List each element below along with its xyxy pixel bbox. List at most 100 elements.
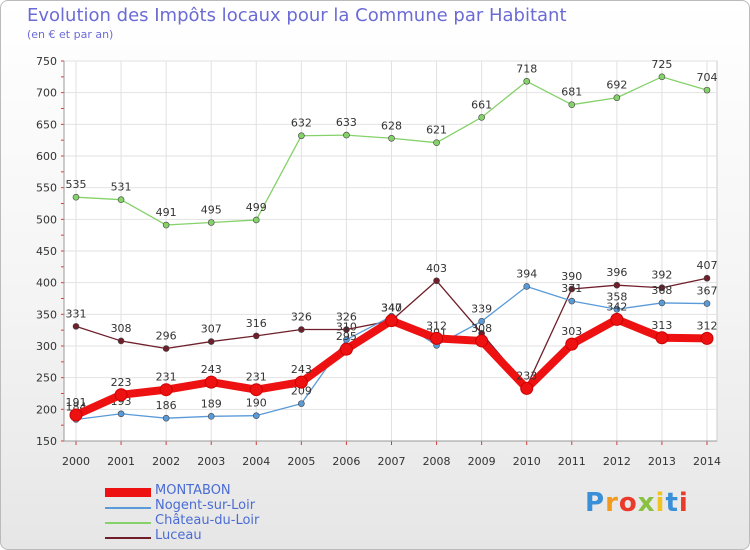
- legend-label-luceau: Luceau: [155, 528, 202, 543]
- data-point-ch-teau-du-loir: [523, 77, 531, 85]
- y-tick-label: 250: [36, 372, 57, 385]
- data-label-ch-teau-du-loir: 692: [606, 79, 627, 92]
- data-label-montabon: 295: [336, 330, 357, 343]
- legend-swatch-chateau: [105, 522, 151, 524]
- data-label-ch-teau-du-loir: 531: [111, 181, 132, 194]
- data-label-montabon: 231: [246, 371, 267, 384]
- data-label-ch-teau-du-loir: 725: [651, 58, 672, 71]
- data-point-montabon: [204, 375, 218, 389]
- data-point-luceau: [117, 337, 125, 345]
- data-point-ch-teau-du-loir: [568, 101, 576, 108]
- data-point-nogent-sur-loir: [207, 412, 215, 420]
- data-label-ch-teau-du-loir: 495: [201, 204, 222, 217]
- y-tick-label: 500: [36, 213, 57, 226]
- data-label-ch-teau-du-loir: 704: [697, 71, 718, 84]
- logo-letter: P: [585, 488, 606, 518]
- data-label-luceau: 407: [697, 259, 718, 272]
- data-label-luceau: 331: [66, 307, 87, 320]
- x-tick-label: 2001: [107, 455, 135, 468]
- data-point-ch-teau-du-loir: [162, 221, 170, 229]
- data-label-luceau: 326: [291, 311, 312, 324]
- y-tick-label: 600: [36, 150, 57, 163]
- data-point-ch-teau-du-loir: [478, 114, 485, 121]
- data-point-nogent-sur-loir: [117, 410, 125, 418]
- x-tick-label: 2014: [693, 455, 721, 468]
- data-label-nogent-sur-loir: 209: [291, 385, 312, 398]
- data-label-nogent-sur-loir: 310: [336, 321, 357, 334]
- data-label-luceau: 390: [561, 270, 582, 283]
- data-point-montabon: [520, 381, 534, 395]
- y-tick-label: 350: [36, 308, 57, 321]
- x-tick-label: 2012: [603, 455, 631, 468]
- data-label-nogent-sur-loir: 371: [561, 282, 582, 295]
- x-tick-label: 2011: [558, 455, 586, 468]
- legend-label-chateau: Château-du-Loir: [155, 513, 260, 528]
- y-tick-label: 700: [36, 87, 57, 100]
- data-point-luceau: [433, 277, 440, 285]
- data-label-ch-teau-du-loir: 681: [561, 86, 582, 99]
- data-point-luceau: [343, 326, 350, 333]
- x-tick-label: 2009: [468, 455, 496, 468]
- data-point-nogent-sur-loir: [703, 300, 711, 307]
- legend-label-montabon: MONTABON: [155, 483, 231, 498]
- data-label-ch-teau-du-loir: 632: [291, 117, 312, 130]
- data-label-nogent-sur-loir: 367: [697, 285, 718, 298]
- data-point-luceau: [162, 345, 170, 352]
- data-point-ch-teau-du-loir: [207, 219, 215, 226]
- data-label-luceau: 316: [246, 317, 267, 330]
- data-label-ch-teau-du-loir: 621: [426, 124, 447, 137]
- data-point-luceau: [568, 285, 576, 293]
- data-label-montabon: 231: [156, 371, 177, 384]
- data-point-montabon: [159, 383, 173, 397]
- y-tick-label: 300: [36, 340, 57, 353]
- data-label-luceau: 296: [156, 330, 177, 343]
- legend-label-nogent: Nogent-sur-Loir: [155, 498, 256, 513]
- data-label-ch-teau-du-loir: 491: [156, 206, 177, 219]
- data-point-montabon: [339, 342, 353, 356]
- data-point-montabon: [430, 331, 444, 345]
- data-point-nogent-sur-loir: [523, 283, 531, 290]
- data-point-ch-teau-du-loir: [433, 139, 440, 146]
- data-point-montabon: [294, 375, 308, 389]
- data-point-montabon: [475, 334, 489, 348]
- data-point-montabon: [700, 331, 714, 345]
- data-point-ch-teau-du-loir: [703, 86, 711, 94]
- logo-letter: x: [637, 488, 656, 518]
- data-label-nogent-sur-loir: 368: [651, 284, 672, 297]
- y-tick-label: 400: [36, 277, 57, 290]
- data-point-nogent-sur-loir: [478, 317, 485, 325]
- data-label-nogent-sur-loir: 190: [246, 397, 267, 410]
- data-label-luceau: 396: [606, 266, 627, 279]
- data-point-luceau: [207, 338, 215, 345]
- data-point-nogent-sur-loir: [298, 400, 305, 407]
- data-label-montabon: 340: [381, 302, 402, 315]
- y-tick-label: 550: [36, 182, 57, 195]
- data-point-ch-teau-du-loir: [613, 94, 621, 102]
- x-tick-label: 2005: [287, 455, 315, 468]
- y-tick-label: 650: [36, 118, 57, 131]
- data-label-montabon: 233: [516, 369, 537, 382]
- logo-letter: i: [678, 488, 689, 518]
- data-point-montabon: [565, 337, 579, 351]
- logo-letter: o: [618, 488, 638, 518]
- data-label-montabon: 313: [651, 319, 672, 332]
- data-point-luceau: [298, 326, 305, 333]
- data-point-ch-teau-du-loir: [72, 193, 80, 201]
- y-tick-label: 200: [36, 403, 57, 416]
- data-point-montabon: [385, 314, 398, 328]
- x-tick-label: 2006: [332, 455, 360, 468]
- data-label-ch-teau-du-loir: 633: [336, 116, 357, 129]
- chart-subtitle: (en € et par an): [27, 28, 114, 41]
- logo-letter: r: [605, 488, 619, 518]
- data-label-luceau: 326: [336, 311, 357, 324]
- data-point-montabon: [655, 331, 669, 345]
- logo-letter: i: [655, 488, 666, 518]
- data-label-nogent-sur-loir: 189: [201, 397, 222, 410]
- data-point-ch-teau-du-loir: [658, 73, 666, 81]
- data-point-montabon: [114, 388, 128, 402]
- data-label-luceau: 307: [201, 323, 222, 336]
- x-tick-label: 2013: [648, 455, 676, 468]
- data-point-ch-teau-du-loir: [252, 216, 260, 224]
- x-tick-label: 2007: [378, 455, 406, 468]
